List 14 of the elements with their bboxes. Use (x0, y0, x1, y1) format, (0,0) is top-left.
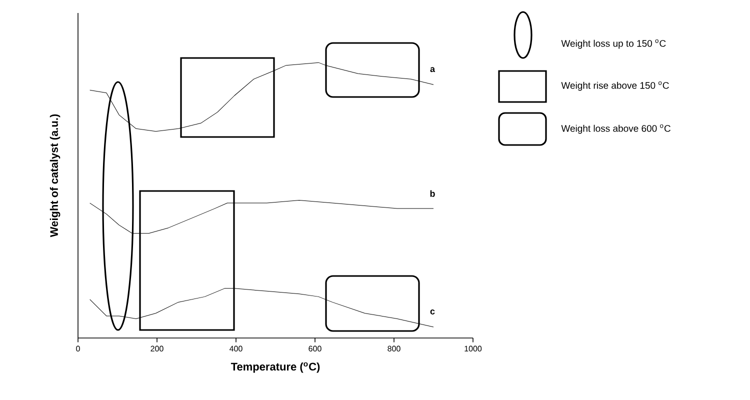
series-label: a (430, 67, 436, 72)
text: Weight loss above 600 $^{o}$C (561, 124, 670, 134)
series-label: c (430, 310, 435, 314)
x-axis-title: Temperature ($^{o}$C) (230, 362, 320, 373)
text: Weight rise above 150 $^{o}$C (561, 81, 669, 91)
x-tick-label: 400 (230, 346, 242, 352)
series-label: b (430, 190, 435, 197)
x-tick-label: 1000 (464, 346, 482, 352)
text: Weight loss up to 150 $^{o}$C (561, 39, 666, 49)
x-tick-label: 600 (308, 346, 322, 352)
x-tick-label: 0 (76, 346, 80, 352)
x-tick-label: 800 (388, 346, 400, 352)
x-tick-label: 200 (150, 346, 164, 352)
y-axis-title: Weight of catalyst (a.u.) (50, 114, 60, 238)
